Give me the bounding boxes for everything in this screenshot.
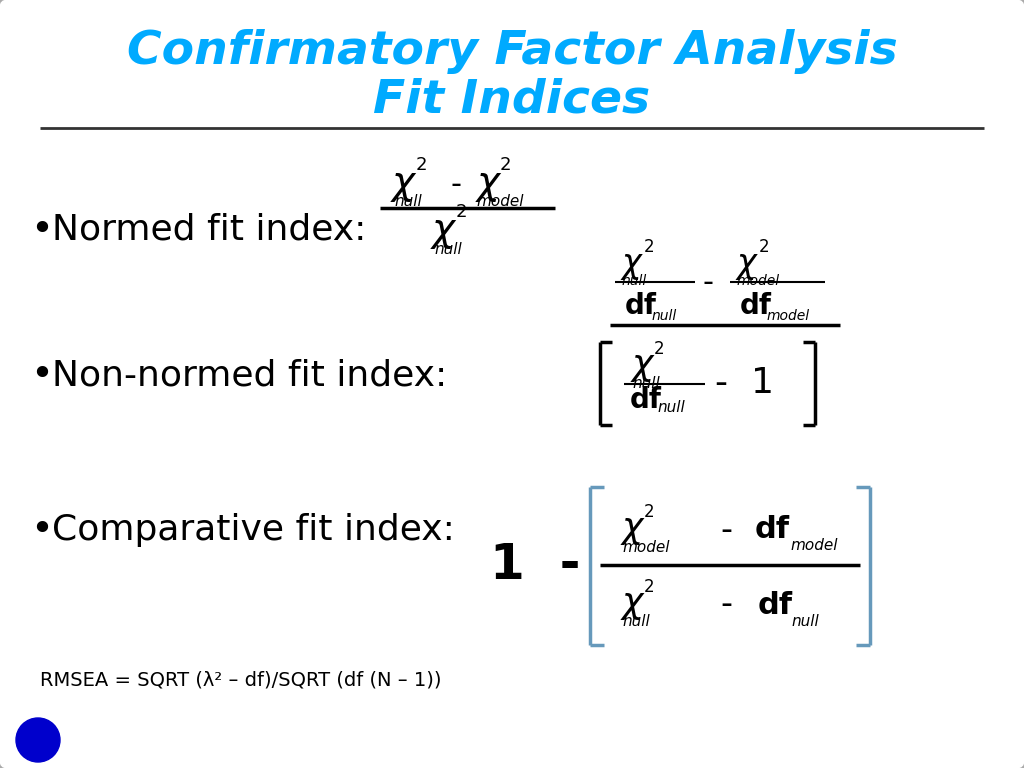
Text: null: null <box>394 194 422 210</box>
Text: $\chi$: $\chi$ <box>390 166 418 204</box>
Text: Non-normed fit index:: Non-normed fit index: <box>52 358 447 392</box>
Text: model: model <box>737 274 780 288</box>
Text: null: null <box>622 614 650 630</box>
Text: RMSEA = SQRT (λ² – df)/SQRT (df (N – 1)): RMSEA = SQRT (λ² – df)/SQRT (df (N – 1)) <box>40 670 441 690</box>
Text: -: - <box>450 170 461 200</box>
Text: $\chi$: $\chi$ <box>430 213 458 251</box>
Text: $\chi$: $\chi$ <box>620 588 646 622</box>
Circle shape <box>16 718 60 762</box>
Text: null: null <box>791 614 819 628</box>
Text: null: null <box>657 400 685 415</box>
Text: 2: 2 <box>654 340 665 358</box>
Text: model: model <box>790 538 838 554</box>
Text: null: null <box>622 274 647 288</box>
Text: -  1: - 1 <box>715 366 774 400</box>
Text: model: model <box>476 194 523 210</box>
Text: $\chi$: $\chi$ <box>620 513 646 547</box>
Text: 2: 2 <box>644 578 654 596</box>
Text: df: df <box>758 591 793 620</box>
Text: 2: 2 <box>500 156 512 174</box>
Text: 1  -: 1 - <box>490 541 581 589</box>
Text: 2: 2 <box>644 503 654 521</box>
Text: 30: 30 <box>25 730 51 750</box>
Text: df: df <box>630 386 662 414</box>
Text: null: null <box>434 241 462 257</box>
Text: 2: 2 <box>416 156 427 174</box>
Text: •: • <box>30 211 53 249</box>
Text: $\chi$: $\chi$ <box>630 350 656 384</box>
Text: $\chi$: $\chi$ <box>735 249 759 282</box>
Text: df: df <box>755 515 790 545</box>
Text: model: model <box>622 539 670 554</box>
Text: Confirmatory Factor Analysis: Confirmatory Factor Analysis <box>127 29 897 74</box>
Text: $\chi$: $\chi$ <box>620 249 644 282</box>
Text: Fit Indices: Fit Indices <box>374 78 650 123</box>
Text: null: null <box>632 376 659 392</box>
Text: •: • <box>30 511 53 549</box>
Text: df: df <box>625 292 657 320</box>
Text: model: model <box>767 309 810 323</box>
Text: $\chi$: $\chi$ <box>475 166 503 204</box>
Text: df: df <box>740 292 772 320</box>
Text: -: - <box>720 588 732 621</box>
Text: 2: 2 <box>644 238 654 256</box>
Text: null: null <box>652 309 677 323</box>
Text: Comparative fit index:: Comparative fit index: <box>52 513 455 547</box>
Text: 2: 2 <box>456 203 468 221</box>
Text: •: • <box>30 356 53 394</box>
Text: -: - <box>703 269 714 297</box>
Text: Normed fit index:: Normed fit index: <box>52 213 367 247</box>
Text: -: - <box>720 514 732 547</box>
Text: 2: 2 <box>759 238 770 256</box>
